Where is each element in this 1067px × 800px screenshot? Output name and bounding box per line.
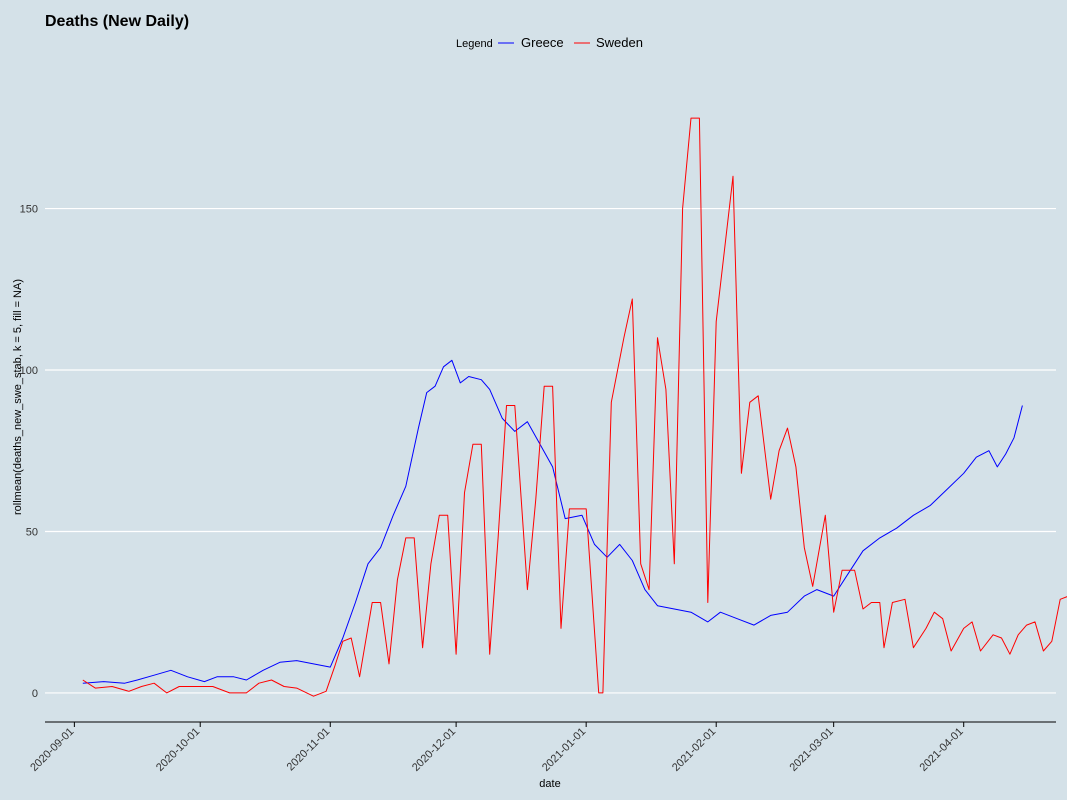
legend-title: Legend [456, 38, 493, 50]
x-tick-label: 2020-09-01 [28, 726, 76, 774]
x-tick-label: 2020-12-01 [410, 726, 458, 774]
series-lines [82, 117, 1067, 697]
chart-title: Deaths (New Daily) [45, 13, 189, 30]
x-axis-title: date [539, 778, 560, 790]
x-tick-label: 2021-02-01 [670, 726, 718, 774]
x-axis-ticks: 2020-09-01 2020-10-01 2020-11-01 2020-12-01… [28, 722, 966, 774]
y-tick-label: 150 [20, 204, 38, 216]
x-tick-label: 2020-10-01 [154, 726, 202, 774]
legend-label-greece: Greece [521, 35, 564, 50]
gridlines [45, 207, 1056, 694]
series-line-greece [82, 359, 1023, 684]
legend: Legend Greece Sweden [456, 35, 643, 50]
y-axis-title: rollmean(deaths_new_swe_stab, k = 5, fil… [12, 279, 24, 515]
y-tick-label: 0 [32, 688, 38, 700]
x-tick-label: 2021-03-01 [788, 726, 836, 774]
y-tick-label: 100 [20, 365, 38, 377]
y-tick-label: 50 [26, 526, 38, 538]
x-tick-label: 2021-04-01 [918, 726, 966, 774]
y-axis-ticks: 0 50 100 150 [20, 204, 38, 700]
series-line-sweden [82, 117, 1067, 697]
legend-label-sweden: Sweden [596, 35, 643, 50]
x-tick-label: 2021-01-01 [540, 726, 588, 774]
x-tick-label: 2020-11-01 [285, 726, 333, 774]
